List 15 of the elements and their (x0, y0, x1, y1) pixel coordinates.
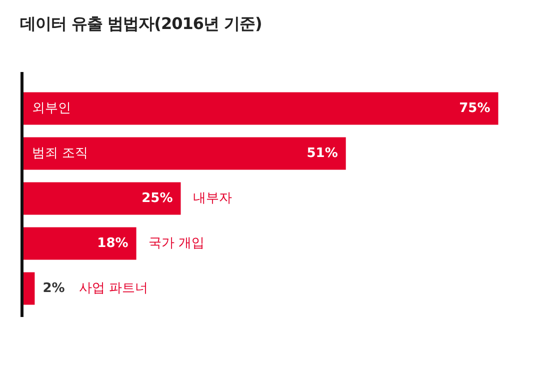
y-tick-label: 사업 파트너 (78, 280, 148, 296)
bar (22, 182, 181, 215)
bar (22, 227, 136, 260)
y-tick-label: 국가 개입 (148, 236, 204, 251)
data-label: 2% (42, 280, 65, 296)
data-label: 18% (97, 236, 128, 251)
data-label: 75% (459, 100, 490, 116)
data-label: 51% (306, 146, 338, 161)
data-label: 25% (142, 190, 173, 206)
bar (22, 92, 498, 125)
y-tick-label: 외부인 (32, 100, 71, 116)
bar (22, 137, 346, 170)
y-tick-label: 범죄 조직 (32, 146, 88, 161)
y-tick-label: 내부자 (192, 190, 232, 206)
chart-title: 데이터 유출 범법자(2016년 기준) (20, 14, 262, 35)
